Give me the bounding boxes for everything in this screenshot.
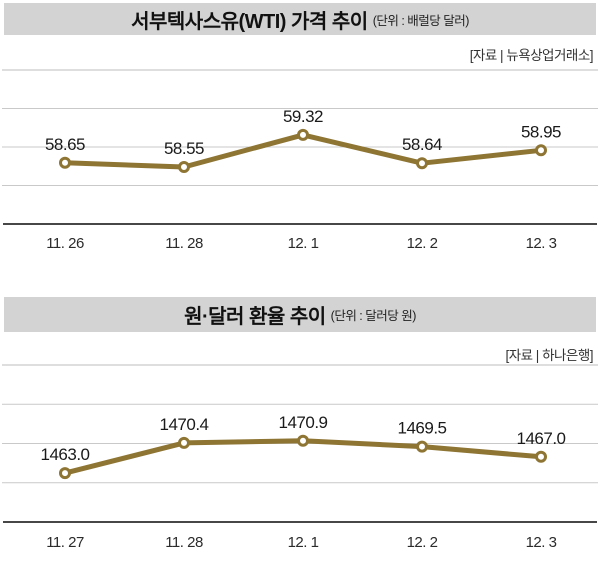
value-label: 59.32	[283, 107, 323, 126]
value-label: 1470.9	[279, 413, 328, 432]
x-axis-tick-label: 12. 2	[407, 235, 438, 252]
x-axis-tick-label: 12. 1	[288, 235, 319, 252]
data-point-marker	[535, 144, 547, 157]
x-axis-tick-label: 11. 28	[165, 235, 203, 252]
x-axis-tick-label: 11. 26	[46, 235, 84, 252]
value-label: 58.65	[45, 135, 85, 154]
data-point-marker	[178, 436, 190, 449]
value-label: 1467.0	[517, 429, 566, 448]
wti-chart-unit-label: (단위 : 배럴당 달러)	[372, 13, 470, 28]
wti-chart-source: [자료 | 뉴욕상업거래소]	[469, 48, 594, 63]
data-point-marker	[59, 467, 71, 480]
data-point-marker	[178, 161, 190, 173]
fx-chart-title-bar: 원·달러 환율 추이 (단위 : 달러당 원)	[4, 297, 596, 332]
data-point-marker	[297, 128, 309, 141]
value-label: 1470.4	[160, 415, 209, 434]
x-axis-tick-label: 12. 3	[526, 235, 557, 252]
fx-chart-title: 원·달러 환율 추이	[184, 306, 326, 328]
wti-chart-title-bar: 서부텍사스유(WTI) 가격 추이 (단위 : 배럴당 달러)	[4, 3, 596, 35]
data-point-marker	[416, 157, 428, 170]
data-point-marker	[535, 450, 547, 463]
x-axis-tick-label: 11. 28	[165, 534, 203, 551]
fx-chart-source: [자료 | 하나은행]	[505, 348, 593, 363]
value-label: 58.55	[164, 139, 204, 158]
data-point-marker	[297, 434, 309, 447]
value-label: 58.95	[521, 122, 561, 141]
value-label: 1463.0	[41, 445, 90, 464]
data-point-marker	[416, 440, 428, 453]
x-axis-tick-label: 12. 2	[407, 534, 438, 551]
value-label: 1469.5	[398, 419, 447, 438]
value-label: 58.64	[402, 135, 442, 154]
data-point-marker	[59, 156, 71, 169]
x-axis-tick-label: 12. 3	[526, 534, 557, 551]
fx-chart-unit-label: (단위 : 달러당 원)	[330, 309, 417, 323]
x-axis-tick-label: 12. 1	[288, 534, 319, 551]
x-axis-tick-label: 11. 27	[46, 534, 84, 551]
wti-chart-title: 서부텍사스유(WTI) 가격 추이	[131, 10, 368, 33]
